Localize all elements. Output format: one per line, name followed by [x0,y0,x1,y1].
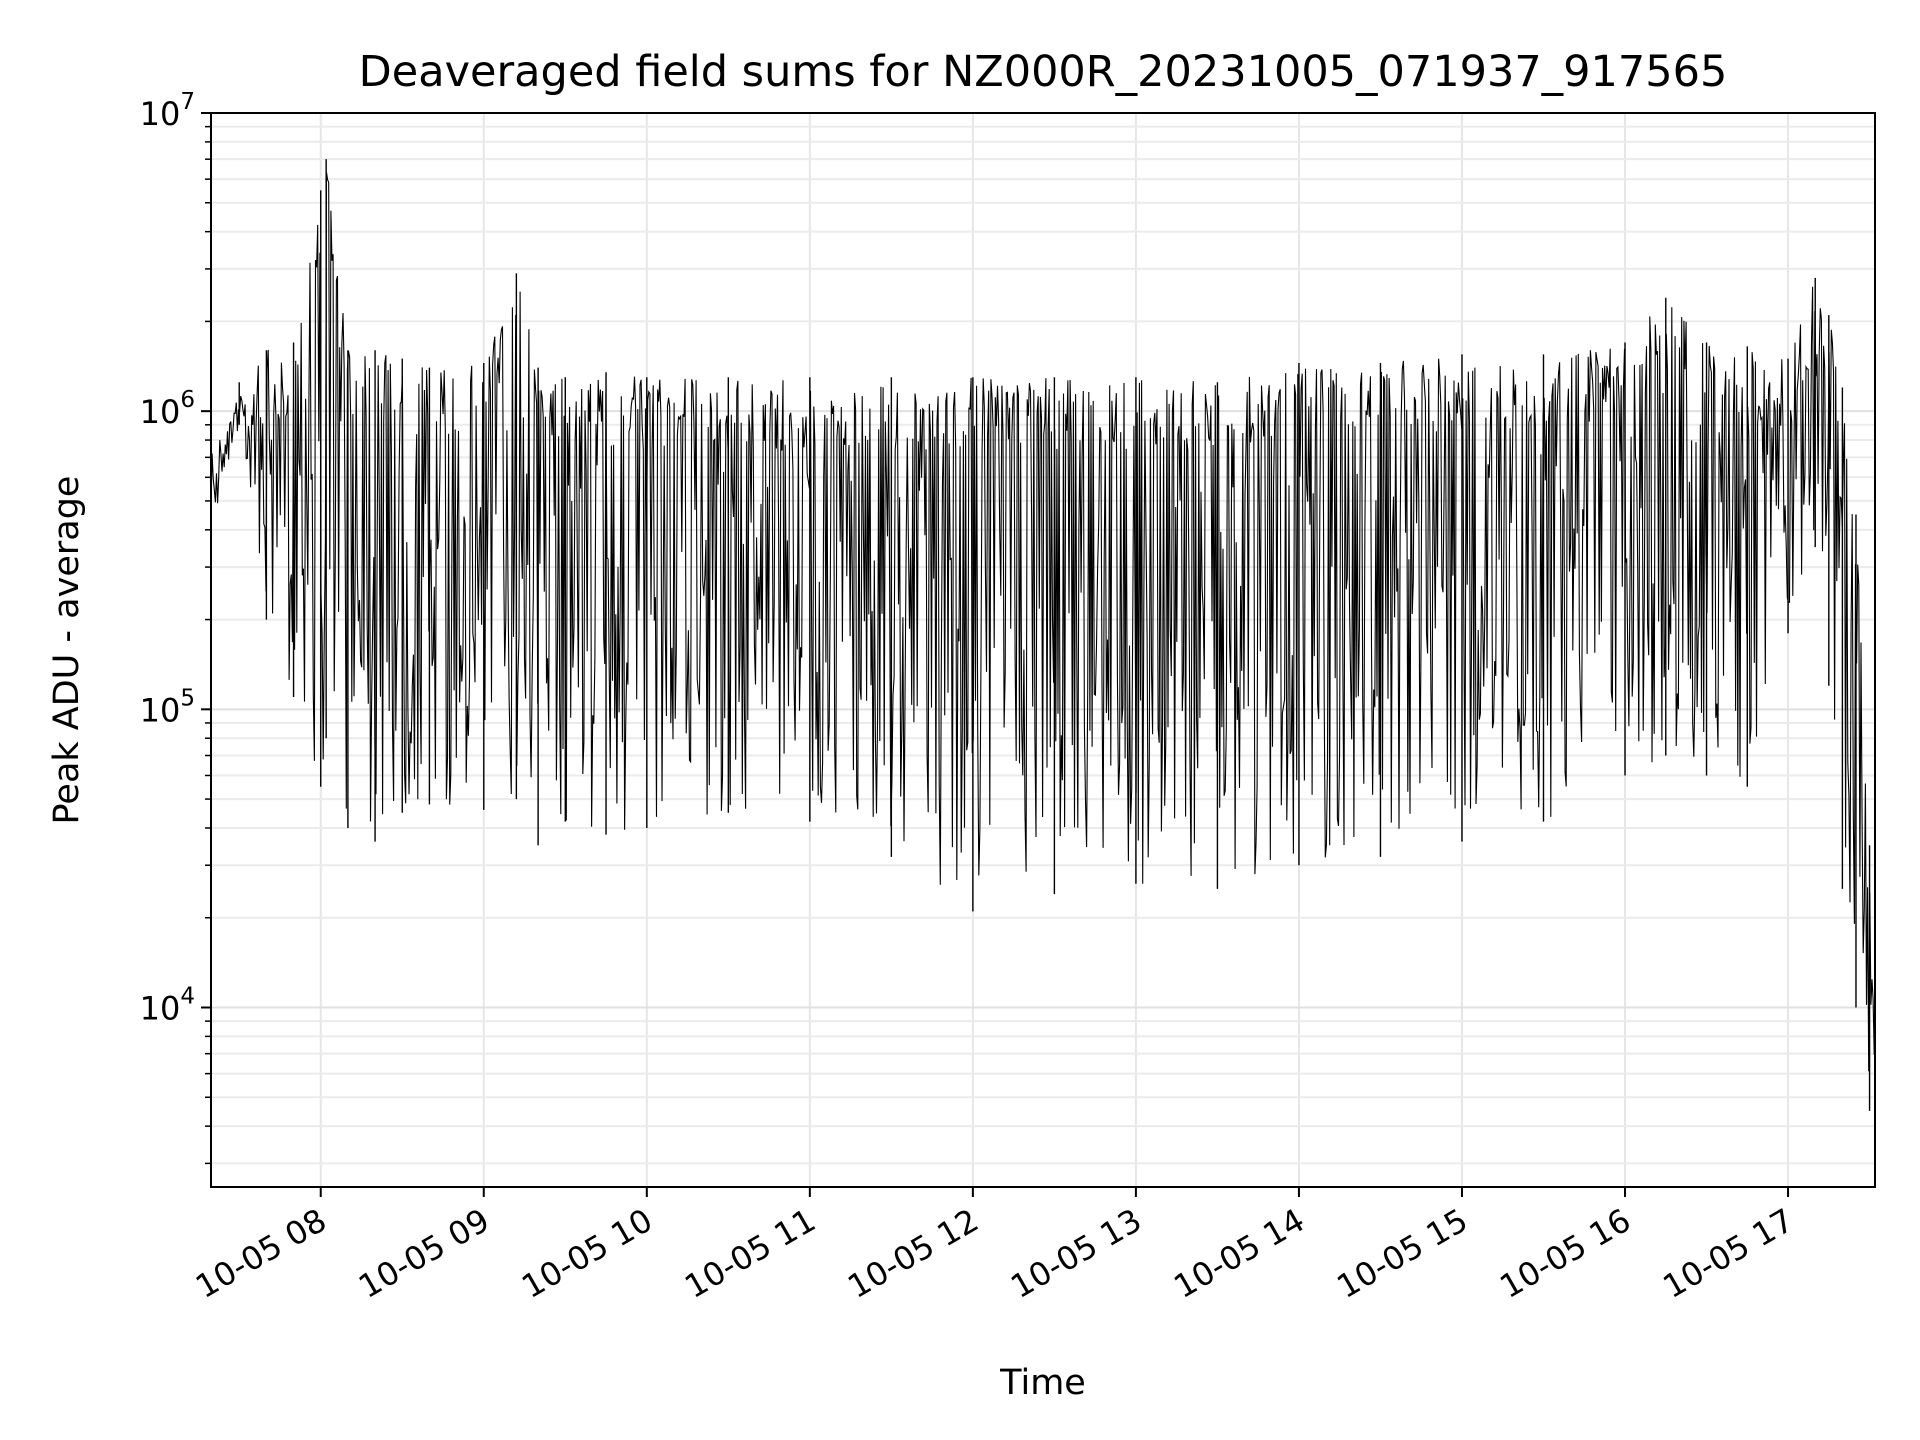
x-axis-title: Time [999,1363,1086,1403]
y-tick-base: 10 [140,691,181,729]
y-tick-exponent: 4 [180,983,195,1009]
y-tick-base: 10 [140,393,181,431]
y-tick-base: 10 [140,989,181,1027]
series-trace [210,172,1875,1072]
y-tick-exponent: 7 [180,89,195,115]
y-tick-exponent: 5 [180,685,195,711]
y-tick-base: 10 [140,95,181,133]
y-axis-title: Peak ADU - average [47,476,87,825]
y-tick-label: 107 [140,89,195,133]
y-tick-label: 105 [140,685,195,729]
y-tick-label: 106 [140,387,195,431]
y-tick-label: 104 [140,983,195,1027]
plot-frame [210,112,1876,1188]
series-line [210,159,1876,1140]
chart-title: Deaveraged field sums for NZ000R_2023100… [359,47,1728,97]
y-tick-exponent: 6 [180,387,195,413]
